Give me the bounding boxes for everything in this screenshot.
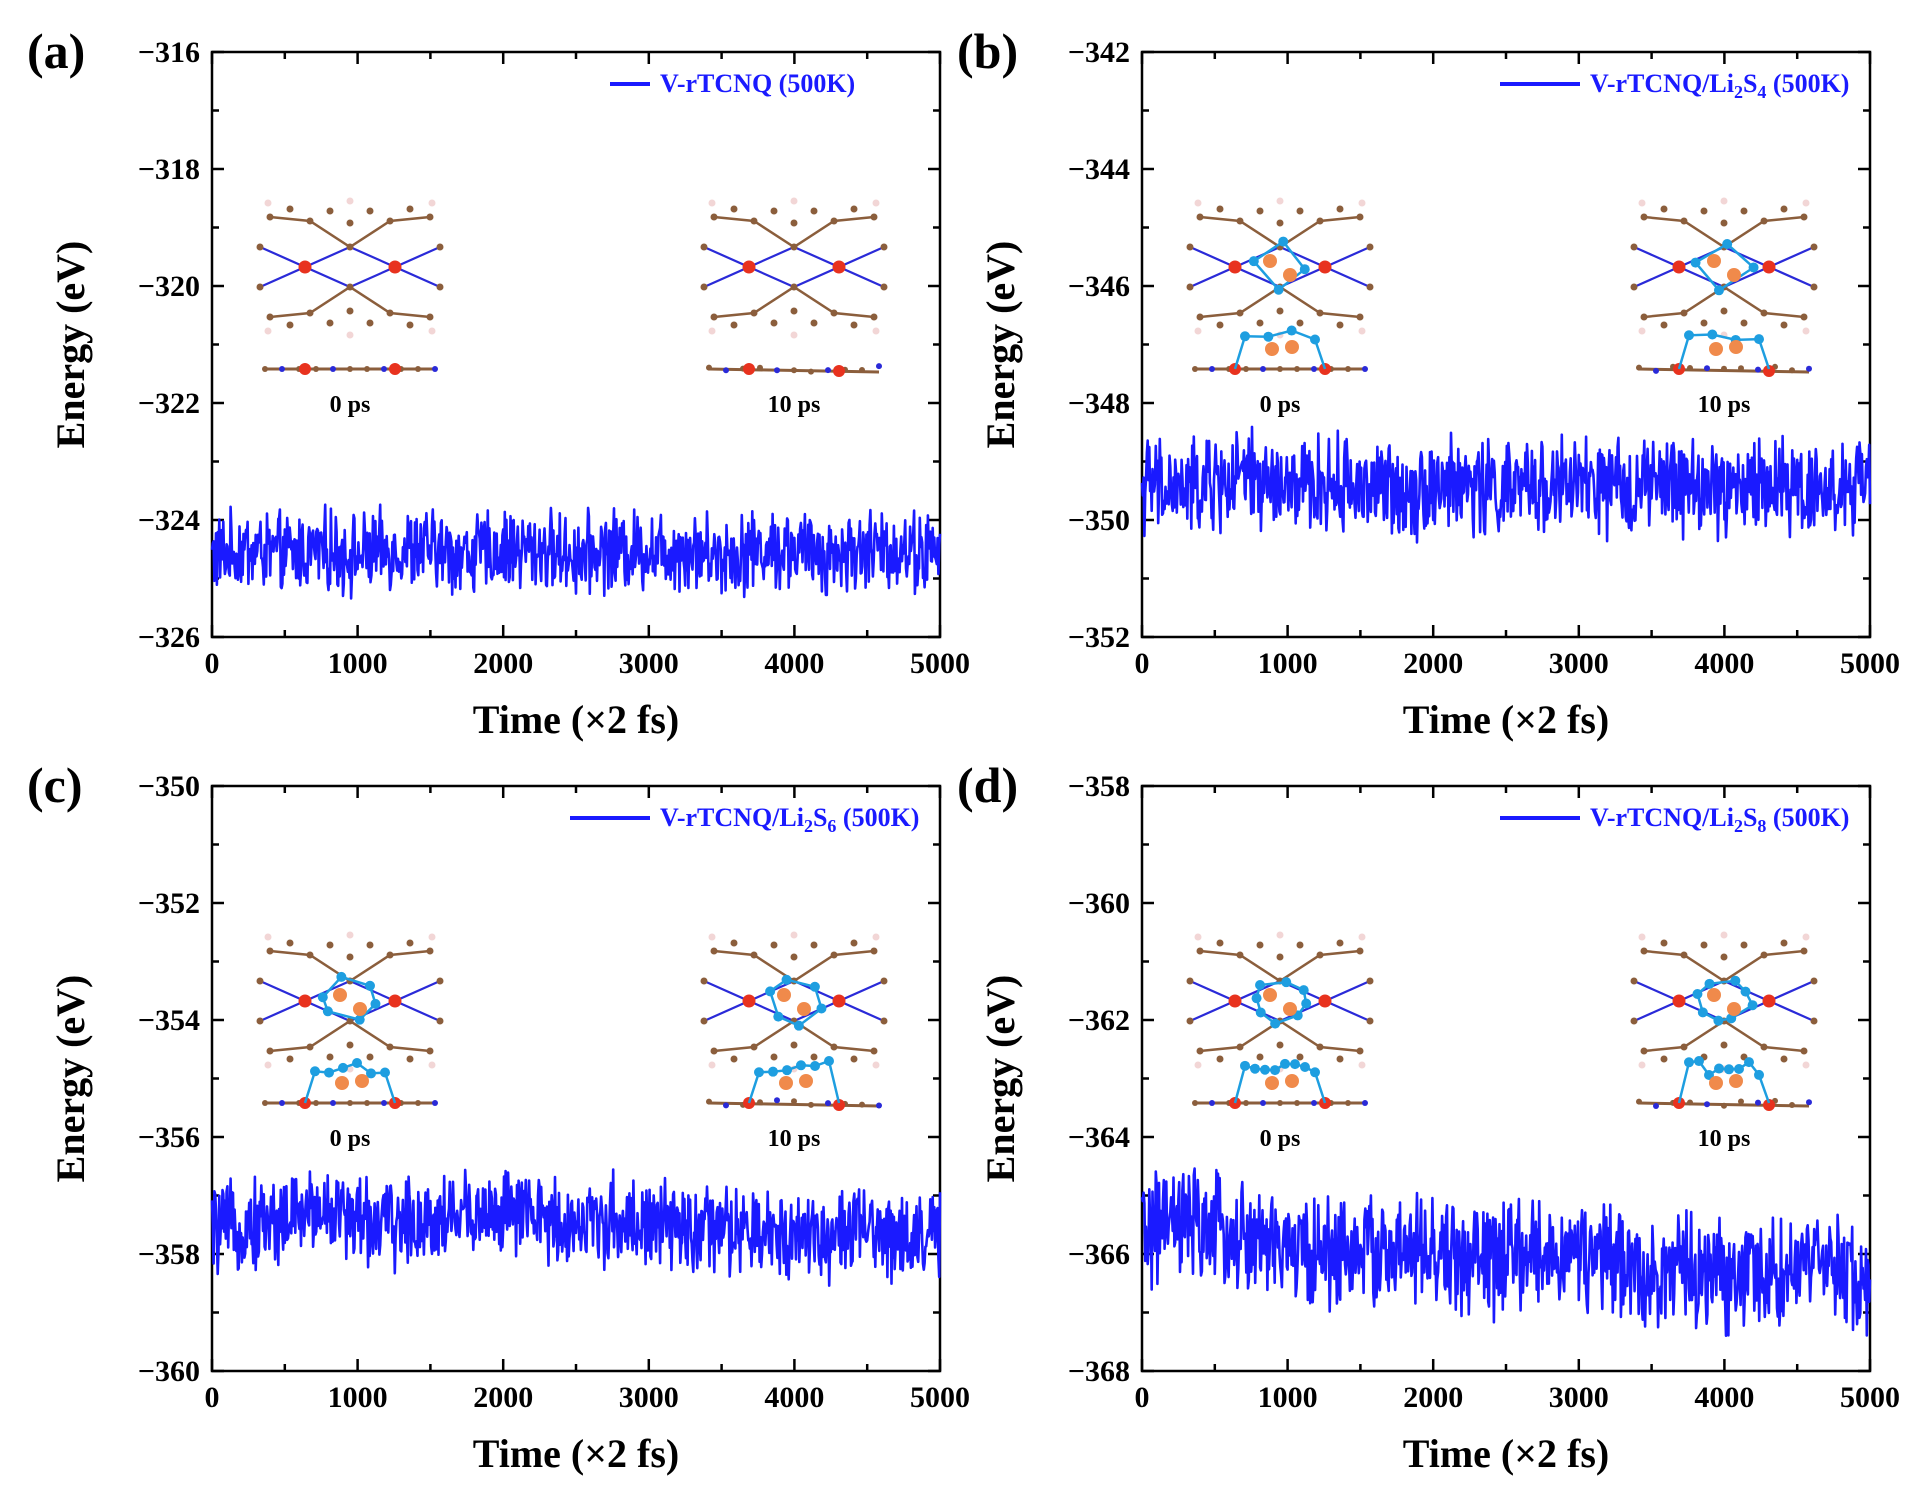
x-tick-label: 5000 [1840,1381,1900,1414]
data-series-line [210,1168,942,1287]
chart-panel-d: 0 1000 2000 3000 4000 5000 −368 −366 −364 −362 −36… [957,757,1900,1476]
y-tick-label: −342 [1068,36,1130,69]
x-tick-label: 1000 [328,647,388,680]
y-tick-label: −344 [1068,153,1130,186]
snapshot-label: 0 ps [1260,1126,1301,1152]
x-tick-label: 3000 [619,1381,679,1414]
snapshot-label: 10 ps [768,1126,821,1152]
panel-label: (a) [27,23,85,79]
molecule-snapshot [700,197,888,377]
molecule-snapshot [1186,931,1374,1109]
x-tick-label: 0 [205,647,220,680]
x-tick-label: 0 [205,1381,220,1414]
x-tick-label: 2000 [1403,1381,1463,1414]
y-tick-label: −350 [138,770,200,803]
snapshot-label: 10 ps [1698,392,1751,418]
x-axis-title: Time (×2 fs) [1403,1431,1609,1476]
chart-panel-c: 0 1000 2000 3000 4000 5000 −360 −358 −356 −354 −35… [27,757,970,1476]
y-tick-label: −362 [1068,1004,1130,1037]
x-tick-label: 2000 [1403,647,1463,680]
x-tick-label: 0 [1135,647,1150,680]
molecule-snapshot [1186,197,1374,375]
legend-label: V-rTCNQ (500K) [660,69,855,98]
legend-label: V-rTCNQ/Li2S4 (500K) [1590,69,1849,102]
y-axis-title: Energy (eV) [978,241,1023,449]
x-tick-label: 1000 [1258,647,1318,680]
x-tick-label: 2000 [473,1381,533,1414]
y-tick-label: −322 [138,387,200,420]
snapshot-label: 10 ps [768,392,821,418]
y-tick-label: −358 [138,1238,200,1271]
snapshot-label: 0 ps [1260,392,1301,418]
y-tick-label: −352 [138,887,200,920]
data-series-line [1140,425,1872,544]
snapshot-label: 10 ps [1698,1126,1751,1152]
molecule-snapshot [256,931,444,1109]
x-tick-label: 3000 [1549,1381,1609,1414]
y-tick-label: −326 [138,621,200,654]
molecule-snapshot [700,931,888,1111]
y-tick-label: −366 [1068,1238,1130,1271]
legend-label: V-rTCNQ/Li2S8 (500K) [1590,803,1849,836]
y-tick-label: −360 [138,1355,200,1388]
y-tick-label: −360 [1068,887,1130,920]
panel-label: (d) [957,757,1018,813]
data-series-line [210,503,942,600]
y-tick-label: −356 [138,1121,200,1154]
y-tick-label: −320 [138,270,200,303]
molecule-snapshot [256,197,444,375]
x-tick-label: 4000 [1694,1381,1754,1414]
x-tick-label: 0 [1135,1381,1150,1414]
y-tick-label: −346 [1068,270,1130,303]
x-tick-label: 2000 [473,647,533,680]
y-tick-label: −318 [138,153,200,186]
y-tick-label: −368 [1068,1355,1130,1388]
y-axis-title: Energy (eV) [978,975,1023,1183]
y-axis-title: Energy (eV) [48,241,93,449]
x-axis-title: Time (×2 fs) [473,1431,679,1476]
x-axis-title: Time (×2 fs) [1403,697,1609,742]
y-tick-label: −350 [1068,504,1130,537]
x-tick-label: 3000 [619,647,679,680]
x-tick-label: 4000 [764,647,824,680]
x-tick-label: 3000 [1549,647,1609,680]
chart-panel-a: 0 1000 2000 3000 4000 5000 −326 −324 −322 −320 −31… [27,23,970,742]
y-axis-title: Energy (eV) [48,975,93,1183]
plot-frame [210,784,942,1373]
x-tick-label: 4000 [1694,647,1754,680]
y-tick-label: −316 [138,36,200,69]
x-tick-label: 5000 [1840,647,1900,680]
panel-label: (c) [27,757,83,813]
molecule-snapshot [1630,931,1818,1111]
y-tick-label: −324 [138,504,200,537]
snapshot-label: 0 ps [330,1126,371,1152]
x-tick-label: 5000 [910,647,970,680]
y-tick-label: −358 [1068,770,1130,803]
y-tick-label: −348 [1068,387,1130,420]
snapshot-label: 0 ps [330,392,371,418]
x-axis-title: Time (×2 fs) [473,697,679,742]
y-tick-label: −364 [1068,1121,1130,1154]
x-tick-label: 5000 [910,1381,970,1414]
x-tick-label: 1000 [328,1381,388,1414]
y-tick-label: −354 [138,1004,200,1037]
chart-panel-b: 0 1000 2000 3000 4000 5000 −352 −350 −348 −346 −34… [957,23,1900,742]
data-series-line [1140,1167,1872,1337]
legend-label: V-rTCNQ/Li2S6 (500K) [660,803,919,836]
x-tick-label: 4000 [764,1381,824,1414]
x-tick-label: 1000 [1258,1381,1318,1414]
panel-label: (b) [957,23,1018,79]
molecule-snapshot [1630,197,1818,377]
y-tick-label: −352 [1068,621,1130,654]
